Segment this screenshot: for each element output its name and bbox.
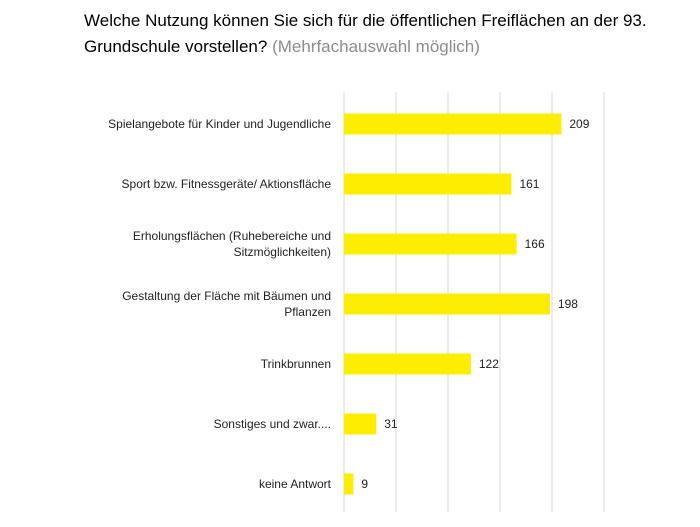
bar — [344, 293, 550, 315]
category-label: Pflanzen — [284, 305, 331, 319]
bar — [344, 233, 517, 255]
category-label: Sitzmöglichkeiten) — [234, 245, 331, 259]
data-label: 166 — [525, 237, 545, 251]
bar — [344, 353, 471, 375]
category-label: Sonstiges und zwar.... — [214, 417, 331, 431]
bar — [344, 113, 562, 135]
data-label: 31 — [384, 417, 398, 431]
category-label: Erholungsflächen (Ruhebereiche und — [133, 229, 331, 243]
bar — [344, 473, 354, 495]
data-label: 209 — [569, 117, 589, 131]
chart-title: Welche Nutzung können Sie sich für die ö… — [84, 8, 684, 60]
category-label: keine Antwort — [259, 477, 332, 491]
data-label: 161 — [519, 177, 539, 191]
category-label: Trinkbrunnen — [261, 357, 331, 371]
chart-title-text: Welche Nutzung können Sie sich für die ö… — [84, 11, 647, 56]
category-label: Sport bzw. Fitnessgeräte/ Aktionsfläche — [122, 177, 332, 191]
data-label: 9 — [361, 477, 368, 491]
category-label: Spielangebote für Kinder und Jugendliche — [108, 117, 331, 131]
category-label: Gestaltung der Fläche mit Bäumen und — [122, 289, 331, 303]
chart-subtitle: (Mehrfachauswahl möglich) — [272, 37, 480, 56]
bar — [344, 413, 377, 435]
bar — [344, 173, 512, 195]
data-label: 122 — [479, 357, 499, 371]
data-label: 198 — [558, 297, 578, 311]
